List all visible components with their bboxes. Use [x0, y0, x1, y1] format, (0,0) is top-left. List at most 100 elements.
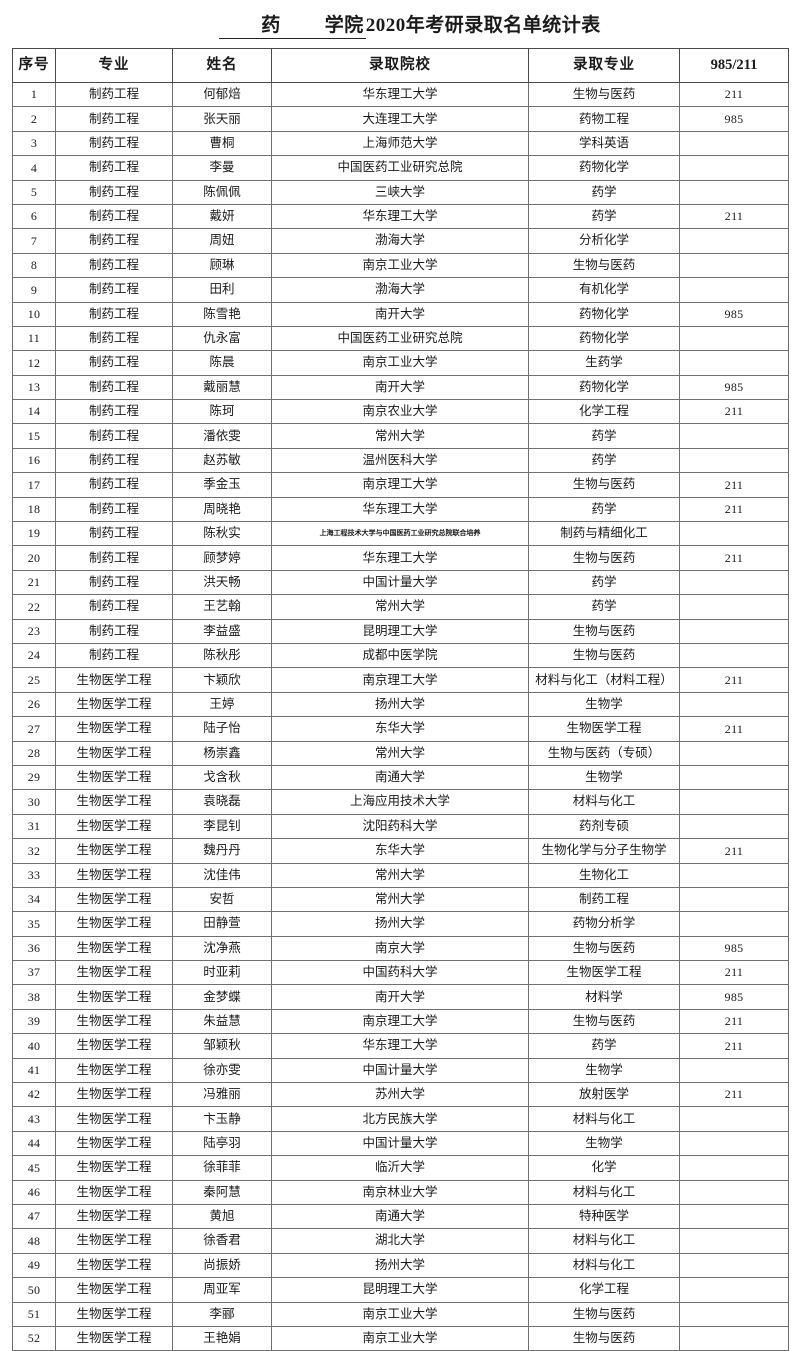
cell-major: 制药工程 [55, 374, 173, 401]
cell-name: 戴丽慧 [172, 374, 272, 401]
cell-major: 制药工程 [55, 81, 173, 108]
cell-program: 材料与化工 [528, 1252, 680, 1279]
cell-name: 陆亭羽 [172, 1130, 272, 1157]
admissions-table: 序号 专业 姓名 录取院校 录取专业 985/211 1 制药工程 何郁焙 华东理工大… [12, 48, 789, 1351]
table-row: 18 制药工程 周晓艳 华东理工大学 药学 211 [12, 496, 789, 523]
cell-school: 北方民族大学 [271, 1106, 529, 1132]
cell-major: 制药工程 [55, 399, 173, 425]
cell-school: 三峡大学 [271, 179, 529, 205]
cell-no: 11 [12, 325, 56, 352]
table-row: 35 生物医学工程 田静萱 扬州大学 药物分析学 [12, 911, 789, 937]
cell-no: 3 [12, 130, 56, 157]
cell-name: 仇永富 [172, 325, 272, 352]
cell-program: 材料与化工 [528, 789, 680, 815]
cell-program: 分析化学 [528, 228, 680, 254]
cell-major: 生物医学工程 [55, 667, 173, 693]
cell-no: 14 [12, 399, 56, 425]
cell-no: 36 [12, 935, 56, 962]
cell-school: 南开大学 [271, 984, 529, 1010]
cell-major: 生物医学工程 [55, 838, 173, 864]
cell-name: 陈雪艳 [172, 301, 272, 327]
col-header-name: 姓名 [172, 48, 272, 83]
table-row: 8 制药工程 顾琳 南京工业大学 生物与医药 [12, 252, 789, 279]
cell-program: 生物与医药 [528, 1008, 680, 1035]
cell-name: 王艺翰 [172, 594, 272, 620]
cell-school: 中国医药工业研究总院 [271, 155, 529, 181]
cell-tier: 211 [679, 716, 789, 742]
col-header-no: 序号 [12, 48, 56, 83]
cell-school: 南开大学 [271, 301, 529, 327]
cell-no: 34 [12, 886, 56, 913]
cell-major: 制药工程 [55, 496, 173, 523]
table-row: 20 制药工程 顾梦婷 华东理工大学 生物与医药 211 [12, 545, 789, 571]
cell-name: 王婷 [172, 691, 272, 718]
table-row: 28 生物医学工程 杨崇鑫 常州大学 生物与医药（专硕） [12, 740, 789, 766]
table-row: 16 制药工程 赵苏敏 温州医科大学 药学 [12, 447, 789, 474]
cell-name: 冯雅丽 [172, 1082, 272, 1108]
cell-tier [679, 1155, 789, 1181]
cell-tier: 211 [679, 1033, 789, 1059]
cell-school: 华东理工大学 [271, 81, 529, 108]
table-row: 38 生物医学工程 金梦蝶 南开大学 材料学 985 [12, 984, 789, 1010]
cell-major: 生物医学工程 [55, 1130, 173, 1157]
table-row: 9 制药工程 田利 渤海大学 有机化学 [12, 277, 789, 303]
cell-program: 生物医学工程 [528, 716, 680, 742]
cell-no: 18 [12, 496, 56, 523]
cell-school: 中国计量大学 [271, 1057, 529, 1084]
cell-name: 何郁焙 [172, 81, 272, 108]
cell-tier [679, 1228, 789, 1254]
cell-program: 生物与医药 [528, 252, 680, 279]
cell-tier [679, 862, 789, 888]
cell-tier: 211 [679, 81, 789, 108]
cell-name: 徐香君 [172, 1228, 272, 1254]
cell-program: 材料与化工 [528, 1228, 680, 1254]
cell-name: 周晓艳 [172, 496, 272, 523]
cell-school: 常州大学 [271, 740, 529, 766]
cell-school: 南京大学 [271, 935, 529, 962]
cell-school: 成都中医学院 [271, 642, 529, 669]
cell-name: 张天丽 [172, 106, 272, 132]
cell-no: 9 [12, 277, 56, 303]
cell-no: 8 [12, 252, 56, 279]
cell-program: 材料学 [528, 984, 680, 1010]
cell-school: 常州大学 [271, 594, 529, 620]
cell-program: 学科英语 [528, 130, 680, 157]
cell-no: 37 [12, 960, 56, 986]
cell-program: 生物与医药 [528, 642, 680, 669]
table-row: 32 生物医学工程 魏丹丹 东华大学 生物化学与分子生物学 211 [12, 838, 789, 864]
cell-school: 南京理工大学 [271, 472, 529, 498]
cell-school: 昆明理工大学 [271, 618, 529, 644]
cell-no: 15 [12, 423, 56, 449]
cell-school: 华东理工大学 [271, 1033, 529, 1059]
cell-tier: 211 [679, 472, 789, 498]
document-page: 药学院 2020年考研录取名单统计表 序号 专业 姓名 录取院校 录取专业 985… [12, 14, 789, 1351]
cell-program: 放射医学 [528, 1082, 680, 1108]
cell-major: 生物医学工程 [55, 886, 173, 913]
cell-school: 中国计量大学 [271, 569, 529, 596]
title-rest: 2020年考研录取名单统计表 [365, 14, 601, 36]
cell-tier [679, 569, 789, 596]
cell-major: 制药工程 [55, 203, 173, 230]
cell-name: 杨崇鑫 [172, 740, 272, 766]
cell-tier [679, 740, 789, 766]
table-row: 34 生物医学工程 安哲 常州大学 制药工程 [12, 886, 789, 913]
cell-major: 生物医学工程 [55, 740, 173, 766]
cell-program: 药学 [528, 203, 680, 230]
cell-tier [679, 813, 789, 840]
cell-program: 生物化工 [528, 862, 680, 888]
cell-program: 材料与化工 [528, 1179, 680, 1205]
cell-tier [679, 618, 789, 644]
cell-school: 上海师范大学 [271, 130, 529, 157]
cell-no: 28 [12, 740, 56, 766]
cell-major: 制药工程 [55, 472, 173, 498]
cell-major: 制药工程 [55, 252, 173, 279]
cell-no: 5 [12, 179, 56, 205]
cell-program: 制药工程 [528, 886, 680, 913]
cell-tier: 211 [679, 203, 789, 230]
cell-no: 27 [12, 716, 56, 742]
table-row: 6 制药工程 戴妍 华东理工大学 药学 211 [12, 203, 789, 230]
cell-school: 南京工业大学 [271, 252, 529, 279]
cell-no: 42 [12, 1082, 56, 1108]
cell-school: 南京理工大学 [271, 1008, 529, 1035]
cell-no: 17 [12, 472, 56, 498]
